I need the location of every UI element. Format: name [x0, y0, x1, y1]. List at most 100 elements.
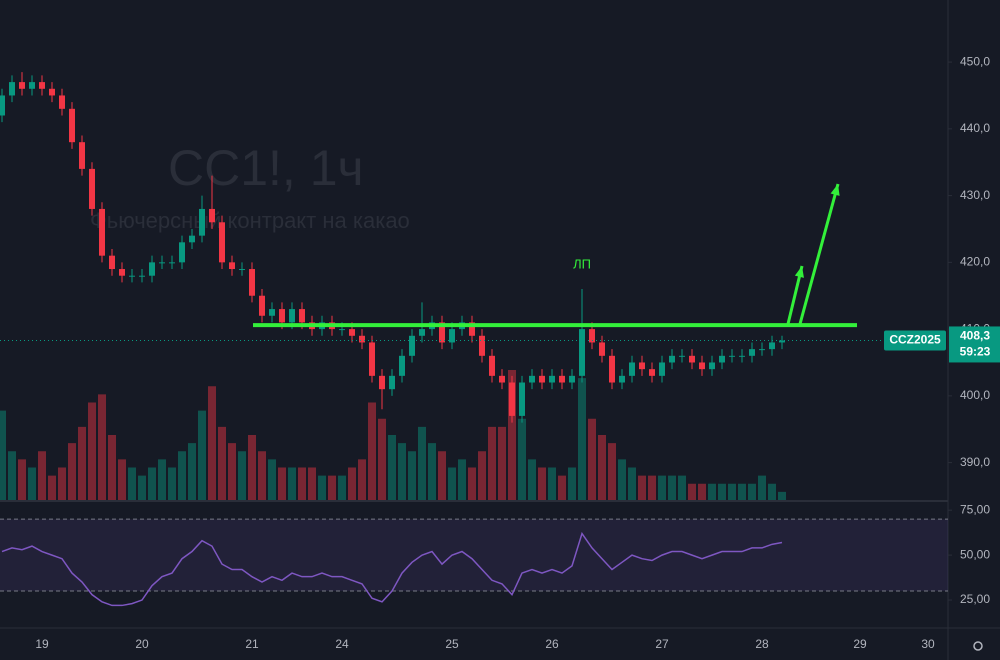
- volume-bar: [218, 426, 226, 500]
- volume-bar: [468, 467, 476, 500]
- candle-body: [239, 269, 245, 271]
- candle-body: [79, 142, 85, 169]
- rsi-band-fill: [0, 519, 948, 592]
- candle-body: [29, 82, 35, 89]
- volume-bar: [158, 459, 166, 500]
- candle-body: [739, 355, 745, 357]
- volume-bar: [438, 451, 446, 500]
- volume-bar: [738, 483, 746, 500]
- candle-body: [729, 355, 735, 357]
- candle-body: [259, 295, 265, 316]
- settings-icon[interactable]: [973, 641, 983, 651]
- rsi-tick-label: 25,00: [960, 592, 990, 606]
- x-tick-label: 20: [135, 637, 149, 651]
- volume-bar: [108, 435, 116, 500]
- candle-body: [0, 95, 5, 116]
- volume-bar: [608, 443, 616, 500]
- price-tag: [949, 326, 1000, 363]
- volume-bar: [208, 386, 216, 500]
- candle-body: [619, 375, 625, 383]
- candle-body: [59, 95, 65, 109]
- volume-bar: [698, 483, 706, 500]
- candle-body: [249, 269, 255, 296]
- candle-body: [109, 255, 115, 270]
- candle-body: [579, 329, 585, 376]
- volume-bar: [618, 459, 626, 500]
- volume-bar: [38, 451, 46, 500]
- candle-body: [539, 375, 545, 383]
- volume-bar: [98, 394, 106, 500]
- x-tick-label: 30: [921, 637, 935, 651]
- x-tick-label: 19: [35, 637, 49, 651]
- rsi-tick-label: 50,00: [960, 547, 990, 561]
- candle-body: [49, 88, 55, 96]
- candle-body: [449, 329, 455, 343]
- candle-body: [409, 335, 415, 356]
- annotation: ЛП: [573, 256, 591, 271]
- candle-body: [399, 355, 405, 376]
- candle-body: [169, 262, 175, 264]
- candle-body: [679, 355, 685, 357]
- volume-bar: [458, 459, 466, 500]
- volume-bar: [288, 467, 296, 500]
- candle-body: [189, 235, 195, 243]
- volume-bar: [58, 467, 66, 500]
- volume-bar: [0, 410, 6, 500]
- volume-bar: [518, 418, 526, 500]
- candle-body: [19, 82, 25, 89]
- volume-bar: [428, 443, 436, 500]
- candle-body: [179, 242, 185, 263]
- volume-bar: [498, 426, 506, 500]
- candle-body: [659, 362, 665, 376]
- y-tick-label: 450,0: [960, 54, 990, 68]
- candle-body: [759, 349, 765, 351]
- candle-body: [479, 335, 485, 356]
- candle-body: [339, 329, 345, 331]
- candle-body: [489, 355, 495, 376]
- volume-bar: [368, 402, 376, 500]
- candle-body: [219, 222, 225, 263]
- watermark-title: CC1!, 1ч: [168, 140, 364, 196]
- volume-bar: [198, 410, 206, 500]
- volume-bar: [488, 426, 496, 500]
- x-tick-label: 25: [445, 637, 459, 651]
- candle-body: [159, 262, 165, 264]
- arrow: [798, 183, 840, 325]
- volume-bar: [338, 475, 346, 500]
- candle-body: [569, 375, 575, 383]
- candle-body: [9, 82, 15, 96]
- volume-bar: [28, 467, 36, 500]
- volume-bar: [68, 443, 76, 500]
- volume-bar: [248, 435, 256, 500]
- candle-body: [649, 369, 655, 376]
- candle-body: [769, 342, 775, 350]
- candle-body: [529, 375, 535, 383]
- candle-body: [629, 362, 635, 376]
- y-tick-label: 430,0: [960, 188, 990, 202]
- volume-bar: [588, 418, 596, 500]
- candle-body: [509, 382, 515, 416]
- candle-body: [359, 335, 365, 343]
- volume-bar: [308, 467, 316, 500]
- candle-body: [549, 375, 555, 383]
- candle-body: [69, 108, 75, 143]
- volume-bar: [168, 467, 176, 500]
- y-tick-label: 440,0: [960, 121, 990, 135]
- candle-body: [499, 375, 505, 383]
- candle-body: [599, 342, 605, 356]
- candle-body: [779, 340, 785, 343]
- volume-bar: [658, 475, 666, 500]
- volume-bar: [178, 451, 186, 500]
- candle-body: [289, 309, 295, 323]
- candle-body: [119, 269, 125, 276]
- candle-body: [229, 262, 235, 270]
- volume-bar: [548, 467, 556, 500]
- candle-body: [349, 329, 355, 336]
- volume-bar: [418, 426, 426, 500]
- candle-body: [99, 208, 105, 256]
- volume-bar: [48, 475, 56, 500]
- candle-body: [89, 168, 95, 209]
- volume-bar: [708, 483, 716, 500]
- candle-body: [709, 362, 715, 370]
